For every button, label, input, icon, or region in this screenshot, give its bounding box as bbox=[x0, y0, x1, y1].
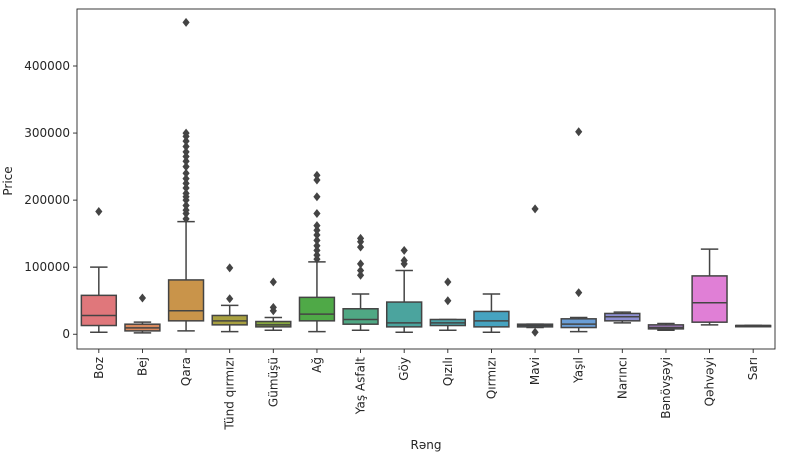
outlier-point bbox=[269, 302, 277, 312]
box-group bbox=[734, 324, 772, 328]
outlier-point bbox=[575, 127, 583, 137]
x-tick-label: Ağ bbox=[310, 357, 324, 373]
box-group bbox=[560, 127, 597, 333]
box-group bbox=[124, 293, 161, 334]
box-group bbox=[298, 170, 336, 333]
outlier-point bbox=[182, 156, 190, 166]
x-tick-label: Bej bbox=[135, 357, 149, 376]
outlier-point bbox=[444, 277, 452, 287]
outlier-point bbox=[182, 205, 190, 215]
y-tick-label: 200000 bbox=[24, 193, 70, 207]
box-group bbox=[604, 311, 641, 324]
outlier-point bbox=[138, 293, 147, 303]
x-tick-label: Yaşıl bbox=[572, 357, 586, 384]
x-tick-label: Narıncı bbox=[615, 357, 629, 399]
box-group bbox=[80, 207, 118, 333]
outlier-point bbox=[269, 277, 277, 287]
outlier-point bbox=[313, 241, 321, 251]
y-axis: 0 100000 200000 300000 400000 bbox=[24, 59, 77, 341]
outlier-point bbox=[182, 178, 190, 188]
box bbox=[80, 294, 118, 327]
outlier-point bbox=[182, 168, 190, 178]
box-group bbox=[691, 248, 728, 326]
box bbox=[342, 308, 379, 325]
x-tick-label: Boz bbox=[92, 357, 106, 379]
outlier-point bbox=[356, 266, 365, 276]
outlier-point bbox=[356, 233, 365, 243]
x-tick-label: Qırmızı bbox=[484, 357, 498, 399]
outlier-point bbox=[313, 209, 321, 219]
outlier-point bbox=[313, 245, 321, 255]
outlier-point bbox=[182, 17, 190, 27]
outlier-point bbox=[531, 204, 539, 214]
box-group bbox=[211, 263, 248, 333]
box bbox=[473, 310, 510, 328]
y-tick-label: 100000 bbox=[24, 260, 70, 274]
y-tick-label: 400000 bbox=[24, 59, 70, 73]
outlier-point bbox=[182, 214, 190, 224]
x-tick-label: Qara bbox=[179, 357, 193, 386]
box-group bbox=[255, 277, 292, 331]
outlier-point bbox=[182, 152, 190, 162]
outlier-point bbox=[182, 147, 190, 157]
box bbox=[298, 296, 336, 322]
outlier-point bbox=[313, 221, 321, 231]
box bbox=[691, 275, 728, 323]
x-tick-label: Sarı bbox=[746, 357, 760, 380]
box-group bbox=[516, 204, 554, 337]
boxes-layer bbox=[80, 17, 772, 337]
x-tick-label: Göy bbox=[397, 357, 411, 381]
x-tick-label: Mavi bbox=[528, 357, 542, 385]
outlier-point bbox=[182, 128, 190, 138]
outlier-point bbox=[575, 288, 583, 298]
y-axis-label: Price bbox=[1, 166, 15, 195]
y-tick-label: 300000 bbox=[24, 126, 70, 140]
x-tick-label: Yaş Asfalt bbox=[354, 357, 368, 415]
box-group bbox=[385, 245, 423, 333]
box-group bbox=[342, 233, 379, 331]
outlier-point bbox=[226, 263, 234, 273]
outlier-point bbox=[313, 250, 321, 260]
outlier-point bbox=[182, 141, 190, 151]
x-tick-label: Bənövşəyi bbox=[659, 357, 673, 419]
outlier-point bbox=[182, 162, 190, 172]
x-tick-label: Qəhvəyi bbox=[703, 357, 717, 406]
outlier-point bbox=[182, 188, 190, 198]
box-group bbox=[647, 322, 685, 331]
outlier-point bbox=[531, 327, 539, 337]
box bbox=[167, 279, 205, 322]
outlier-point bbox=[313, 225, 321, 235]
x-tick-label: Gümüşü bbox=[266, 357, 280, 407]
outlier-point bbox=[313, 175, 321, 185]
outlier-point bbox=[356, 270, 365, 280]
x-axis-label: Rəng bbox=[411, 438, 442, 452]
outlier-point bbox=[400, 245, 408, 255]
box bbox=[560, 318, 597, 329]
x-axis: Boz Bej Qara Tünd qırmızı Gümüşü Ağ Yaş Asfalt… bbox=[92, 349, 760, 431]
x-tick-label: Tünd qırmızı bbox=[223, 357, 237, 431]
outlier-point bbox=[313, 230, 321, 240]
outlier-point bbox=[95, 207, 103, 217]
box-group bbox=[473, 293, 510, 333]
outlier-point bbox=[400, 255, 408, 265]
box-group bbox=[167, 17, 205, 332]
outlier-point bbox=[182, 201, 190, 210]
outlier-point bbox=[444, 296, 452, 306]
outlier-point bbox=[313, 192, 321, 202]
outlier-point bbox=[313, 170, 321, 180]
outlier-point bbox=[182, 174, 190, 184]
outlier-point bbox=[182, 183, 190, 193]
outlier-point bbox=[182, 136, 190, 146]
outlier-point bbox=[356, 242, 365, 252]
box-group bbox=[429, 277, 467, 331]
x-tick-label: Qızılı bbox=[441, 357, 455, 386]
outlier-point bbox=[226, 294, 234, 304]
outlier-point bbox=[356, 259, 365, 269]
y-tick-label: 0 bbox=[62, 327, 70, 341]
outlier-point bbox=[313, 235, 321, 245]
